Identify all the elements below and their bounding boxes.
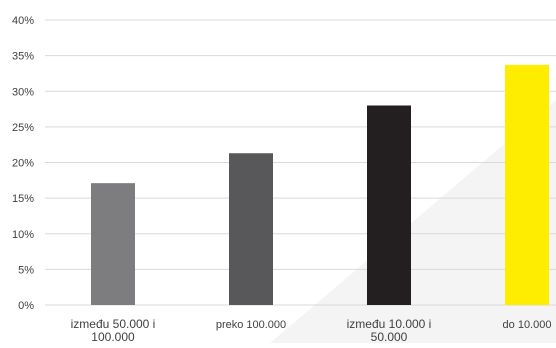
bars (91, 64, 549, 305)
x-axis-tick-labels: između 50.000 i 100.000 preko 100.000 izmeđ… (71, 317, 552, 344)
x-tick-label: preko 100.000 (216, 319, 286, 331)
y-axis-tick-labels: 0% 5% 10% 15% 20% 25% 30% 35% 40% (12, 15, 34, 312)
bar (505, 64, 549, 305)
bar (229, 153, 273, 305)
x-tick-label: između 10.000 i 50.000 (347, 317, 432, 343)
background-shade (270, 100, 556, 343)
bar (91, 183, 135, 305)
y-tick-label: 5% (18, 264, 34, 276)
y-tick-label: 25% (12, 122, 34, 134)
y-tick-label: 20% (12, 158, 34, 170)
y-tick-label: 30% (12, 86, 34, 98)
y-tick-label: 0% (18, 300, 34, 312)
x-tick-label: do 10.000 (503, 319, 552, 331)
y-tick-label: 35% (12, 51, 34, 63)
y-tick-label: 15% (12, 193, 34, 205)
bar (367, 105, 411, 305)
y-tick-label: 40% (12, 15, 34, 27)
x-tick-label: između 50.000 i 100.000 (71, 317, 156, 343)
y-tick-label: 10% (12, 229, 34, 241)
